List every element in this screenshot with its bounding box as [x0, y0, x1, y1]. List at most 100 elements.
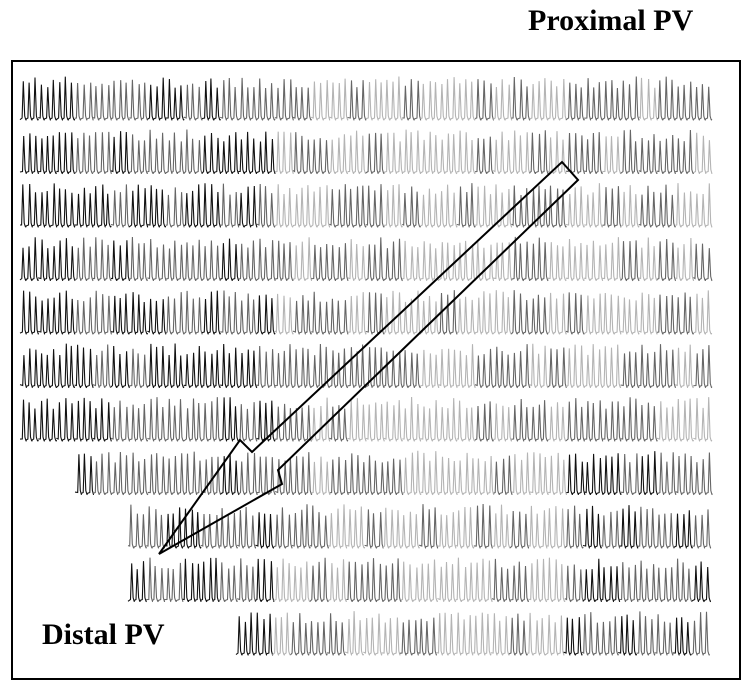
electrogram-trace: [400, 511, 420, 549]
electrogram-trace: [492, 131, 512, 175]
electrogram-trace: [619, 562, 639, 603]
electrogram-trace: [456, 183, 476, 228]
electrogram-trace: [92, 344, 112, 389]
electrogram-trace: [474, 79, 495, 121]
electrogram-trace: [620, 297, 640, 335]
electrogram-trace: [165, 132, 185, 175]
electrogram-trace: [583, 293, 604, 335]
electrogram-trace: [564, 564, 584, 603]
electrogram-trace: [656, 401, 676, 442]
electrogram-trace: [220, 77, 239, 121]
electrogram-traces: [19, 76, 713, 656]
electrogram-trace: [290, 613, 310, 656]
electrogram-trace: [511, 130, 531, 175]
electrogram-trace: [529, 343, 549, 389]
electrogram-trace: [201, 78, 221, 121]
electrogram-trace: [218, 562, 238, 603]
electrogram-trace: [183, 83, 203, 121]
electrogram-trace: [692, 509, 712, 549]
electrogram-trace: [255, 558, 275, 603]
electrogram-trace: [183, 290, 203, 335]
electrogram-trace: [202, 456, 222, 496]
electrogram-trace: [510, 290, 531, 335]
electrogram-trace: [92, 398, 112, 442]
electrogram-trace: [438, 77, 458, 121]
electrogram-trace: [693, 290, 713, 335]
electrogram-trace: [402, 450, 422, 496]
electrogram-trace: [656, 76, 676, 121]
electrogram-trace: [456, 130, 476, 175]
electrogram-trace: [92, 290, 112, 335]
electrogram-trace: [584, 240, 604, 282]
electrogram-trace: [529, 452, 549, 496]
electrogram-trace: [402, 79, 422, 121]
electrogram-trace: [147, 343, 167, 389]
electrogram-trace: [563, 617, 583, 656]
electrogram-trace: [273, 507, 293, 549]
electrogram-trace: [675, 453, 695, 496]
electrogram-trace: [182, 558, 202, 603]
electrogram-trace: [74, 344, 94, 389]
electrogram-trace: [654, 614, 674, 656]
electrogram-trace: [382, 507, 402, 549]
electrogram-trace: [165, 292, 185, 335]
electrogram-trace: [438, 348, 458, 389]
electrogram-trace: [565, 82, 585, 121]
electrogram-trace: [147, 298, 167, 335]
electrogram-trace: [602, 186, 622, 228]
conduction-arrow: [158, 160, 580, 555]
electrogram-trace: [74, 297, 94, 335]
electrogram-trace: [493, 242, 513, 282]
electrogram-trace: [291, 561, 311, 603]
electrogram-trace: [547, 131, 567, 175]
electrogram-trace: [693, 345, 713, 389]
electrogram-trace: [675, 344, 694, 389]
electrogram-trace: [492, 290, 512, 335]
electrogram-trace: [256, 294, 276, 335]
electrogram-trace: [454, 612, 474, 656]
electrogram-trace: [366, 455, 386, 496]
electrogram-trace: [110, 240, 130, 282]
electrogram-trace: [420, 131, 440, 175]
electrogram-trace: [56, 398, 76, 442]
electrogram-trace: [56, 238, 76, 282]
electrogram-trace: [456, 344, 476, 389]
electrogram-trace: [220, 238, 240, 282]
electrogram-trace: [236, 506, 257, 549]
electrogram-trace: [364, 509, 384, 549]
electrogram-trace: [365, 402, 385, 442]
electrogram-trace: [74, 397, 94, 442]
electrogram-trace: [238, 349, 258, 389]
electrogram-trace: [365, 79, 385, 121]
electrogram-trace: [147, 238, 167, 282]
electrogram-trace: [292, 347, 312, 389]
electrogram-trace: [565, 398, 585, 442]
electrogram-trace: [183, 129, 203, 175]
electrogram-trace: [347, 453, 367, 496]
electrogram-trace: [273, 558, 293, 603]
electrogram-trace: [565, 186, 585, 228]
electrogram-trace: [183, 451, 204, 496]
electrogram-trace: [220, 183, 240, 228]
electrogram-trace: [638, 77, 658, 121]
electrogram-trace: [547, 185, 567, 228]
electrogram-trace: [147, 453, 167, 496]
electrogram-trace: [56, 290, 76, 335]
electrogram-trace: [363, 613, 383, 656]
electrogram-trace: [256, 400, 276, 442]
electrogram-trace: [547, 347, 567, 389]
electrogram-trace: [165, 453, 185, 496]
electrogram-trace: [474, 239, 495, 282]
electrogram-trace: [383, 400, 403, 442]
electrogram-trace: [19, 133, 39, 175]
electrogram-trace: [182, 508, 202, 549]
electrogram-trace: [274, 293, 294, 335]
electrogram-trace: [347, 344, 367, 389]
electrogram-trace: [38, 349, 57, 389]
electrogram-trace: [111, 451, 131, 496]
electrogram-trace: [274, 184, 294, 228]
electrogram-trace: [165, 398, 185, 442]
electrogram-trace: [474, 401, 494, 442]
electrogram-trace: [637, 506, 657, 549]
electrogram-trace: [691, 561, 711, 603]
